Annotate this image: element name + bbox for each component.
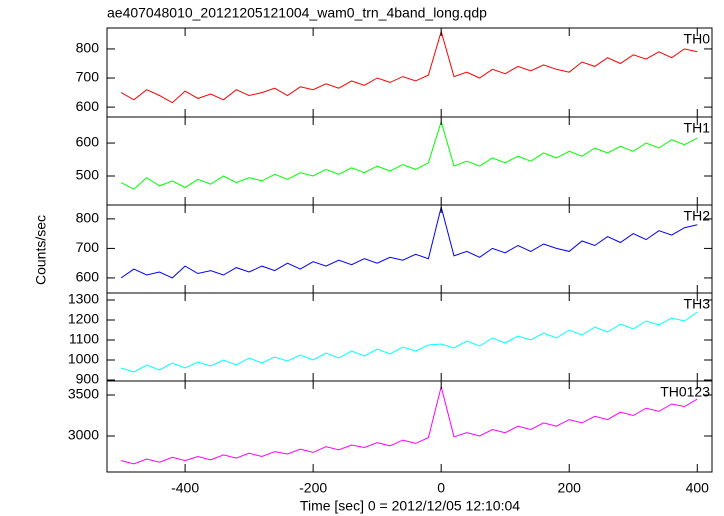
panel-frame bbox=[106, 380, 713, 473]
y-tick-label: 3500 bbox=[68, 386, 99, 402]
series-label: TH1 bbox=[684, 120, 711, 136]
y-tick-label: 600 bbox=[76, 269, 100, 285]
data-line bbox=[120, 29, 698, 104]
y-tick-label: 1300 bbox=[68, 291, 99, 307]
y-tick-label: 700 bbox=[76, 239, 100, 255]
data-line bbox=[120, 119, 698, 190]
x-tick-label: 200 bbox=[558, 480, 582, 496]
x-tick-label: -400 bbox=[171, 480, 199, 496]
x-tick-label: 0 bbox=[437, 480, 445, 496]
y-tick-label: 1200 bbox=[68, 311, 99, 327]
y-axis-label: Counts/sec bbox=[33, 215, 49, 285]
x-tick-label: 400 bbox=[686, 480, 710, 496]
y-tick-label: 900 bbox=[76, 371, 100, 387]
y-tick-label: 3000 bbox=[68, 427, 99, 443]
y-tick-label: 1100 bbox=[69, 331, 99, 347]
y-tick-label: 600 bbox=[76, 98, 100, 114]
y-tick-label: 600 bbox=[76, 134, 100, 150]
y-tick-label: 700 bbox=[76, 69, 100, 85]
series-label: TH0 bbox=[684, 31, 711, 47]
y-tick-label: 800 bbox=[76, 210, 100, 226]
series-label: TH2 bbox=[684, 208, 711, 224]
series-label: TH3 bbox=[684, 296, 711, 312]
chart-title: ae407048010_20121205121004_wam0_trn_4ban… bbox=[107, 5, 487, 21]
x-tick-label: -200 bbox=[299, 480, 327, 496]
data-line bbox=[120, 311, 698, 373]
x-axis-label: Time [sec] 0 = 2012/12/05 12:10:04 bbox=[300, 498, 520, 514]
series-label: TH0123 bbox=[660, 384, 710, 400]
data-line bbox=[120, 386, 698, 465]
y-tick-label: 1000 bbox=[68, 351, 99, 367]
data-line bbox=[120, 206, 698, 279]
y-tick-label: 500 bbox=[76, 167, 100, 183]
y-tick-label: 800 bbox=[76, 40, 100, 56]
